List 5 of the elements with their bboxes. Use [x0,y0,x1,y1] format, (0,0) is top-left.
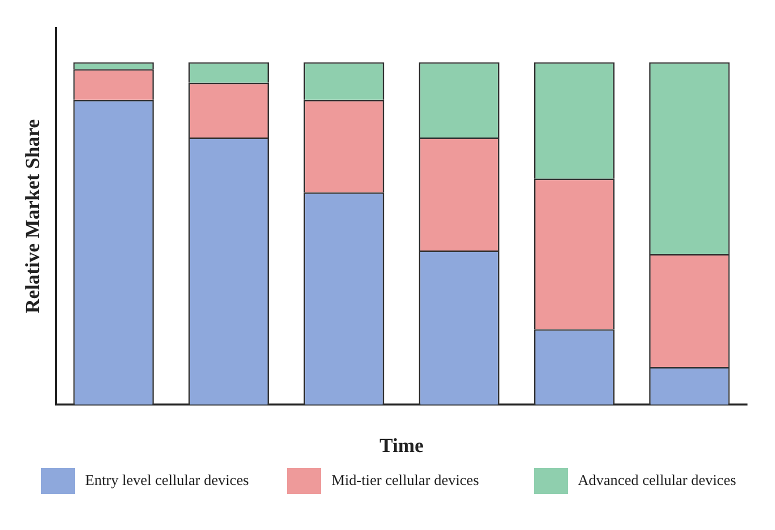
legend-label: Advanced cellular devices [578,472,736,490]
legend-label: Mid-tier cellular devices [331,472,479,490]
x-axis-title: Time [379,435,424,458]
y-axis-title: Relative Market Share [22,119,44,314]
legend-label: Entry level cellular devices [85,472,249,490]
